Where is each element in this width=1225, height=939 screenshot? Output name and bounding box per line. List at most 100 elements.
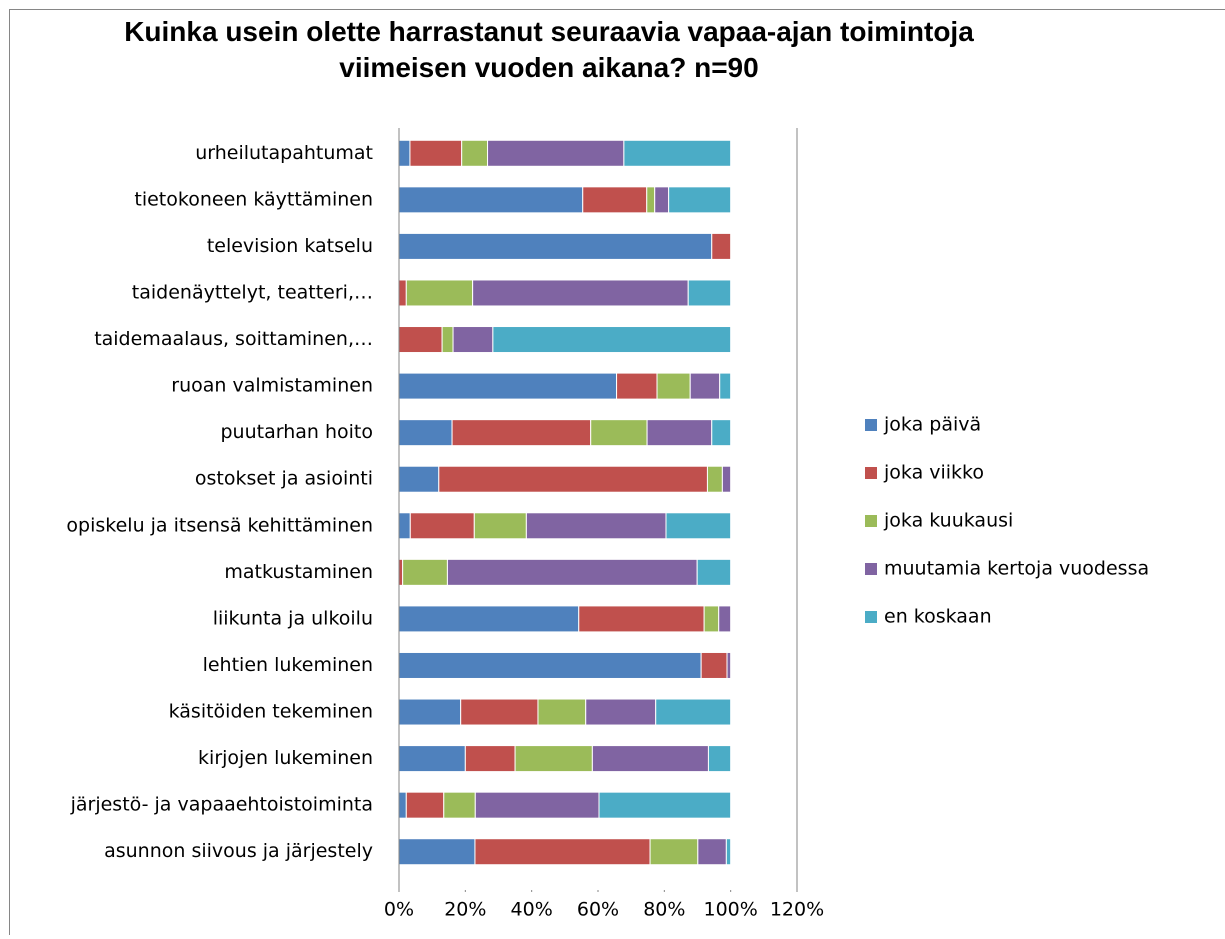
bar-segment [599,792,731,818]
y-tick-label: järjestö- ja vapaaehtoistoiminta [70,794,373,816]
legend-label: en koskaan [884,606,992,628]
bar-segment [698,839,727,865]
bar-segment [399,373,617,399]
bar-segment [447,559,697,585]
bar-segment [688,280,730,306]
bar-segment [475,792,599,818]
legend-label: joka viikko [883,462,984,484]
bar-segment [624,140,731,166]
bar-segment [647,420,712,446]
x-tick-label: 20% [444,899,486,921]
y-tick-label: tietokoneen käyttäminen [134,188,373,210]
bar-segment [707,466,722,492]
bar-segment [465,746,515,772]
y-tick-label: asunnon siivous ja järjestely [104,840,373,862]
bar-segment [515,746,592,772]
y-tick-label: ruoan valmistaminen [171,375,373,397]
bar-segment [617,373,657,399]
bar-segment [399,187,583,213]
bar-segment [410,140,462,166]
x-tick-label: 120% [770,899,824,921]
bar-segment [462,140,488,166]
bar-segment [399,466,439,492]
bar-segment [442,327,453,353]
bar-segment [712,420,731,446]
bar-segment [727,652,731,678]
bar-segment [586,699,656,725]
bar-segment [722,466,730,492]
bar-segment [473,280,689,306]
x-tick-label: 40% [511,899,553,921]
bar-segment [708,746,730,772]
y-tick-label: urheilutapahtumat [195,142,373,164]
bar-segment [406,280,472,306]
bar-segment [399,792,406,818]
y-tick-label: taidenäyttelyt, teatteri,… [132,281,373,303]
bar-segment [439,466,708,492]
y-tick-label: television katselu [207,235,373,257]
y-tick-label: matkustaminen [224,561,373,583]
legend-label: joka kuukausi [883,510,1013,532]
bar-segment [697,559,730,585]
bar-segment [453,327,493,353]
y-tick-label: kirjojen lukeminen [198,747,373,769]
legend-label: joka päivä [883,414,981,436]
bar-segment [399,233,712,259]
y-tick-label: liikunta ja ulkoilu [213,607,373,629]
bar-segment [592,746,708,772]
x-tick-label: 80% [643,899,685,921]
bar-segment [399,140,410,166]
legend-label: muutamia kertoja vuodessa [884,558,1149,580]
bar-segment [726,839,730,865]
bar-segment [406,792,443,818]
bar-segment [666,513,731,539]
bar-segment [399,699,461,725]
bar-segment [474,513,526,539]
legend-swatch [865,563,877,575]
bar-segment [399,420,452,446]
legend-swatch [865,419,877,431]
bar-segment [591,420,647,446]
legend-swatch [865,467,877,479]
bar-segment [399,839,475,865]
bar-segment [669,187,731,213]
x-tick-label: 0% [384,899,414,921]
y-tick-label: käsitöiden tekeminen [169,701,373,723]
bar-segment [399,559,403,585]
chart-title: Kuinka usein olette harrastanut seuraavi… [99,14,999,86]
bar-segment [399,652,701,678]
bar-segment [583,187,647,213]
y-tick-label: ostokset ja asiointi [195,468,373,490]
bar-segment [488,140,624,166]
legend-swatch [865,515,877,527]
y-tick-label: opiskelu ja itsensä kehittäminen [66,514,373,536]
bar-segment [690,373,720,399]
bar-segment [461,699,538,725]
bar-segment [399,513,410,539]
x-tick-label: 60% [577,899,619,921]
bar-segment [410,513,474,539]
bar-segment [538,699,586,725]
y-tick-label: taidemaalaus, soittaminen,… [94,328,373,350]
bar-segment [656,699,731,725]
bar-segment [704,606,719,632]
bar-segment [701,652,727,678]
bar-segment [526,513,666,539]
bar-segment [647,187,655,213]
bar-segment [403,559,448,585]
bar-segment [712,233,731,259]
bar-segment [444,792,476,818]
bar-segment [452,420,591,446]
bar-segment [655,187,669,213]
bar-segment [475,839,650,865]
bar-segment [399,606,579,632]
bar-segment [579,606,704,632]
bar-segment [719,606,731,632]
bar-segment [650,839,698,865]
bar-segment [657,373,690,399]
bar-segment [720,373,731,399]
bar-segment [399,280,406,306]
y-tick-label: lehtien lukeminen [203,654,373,676]
